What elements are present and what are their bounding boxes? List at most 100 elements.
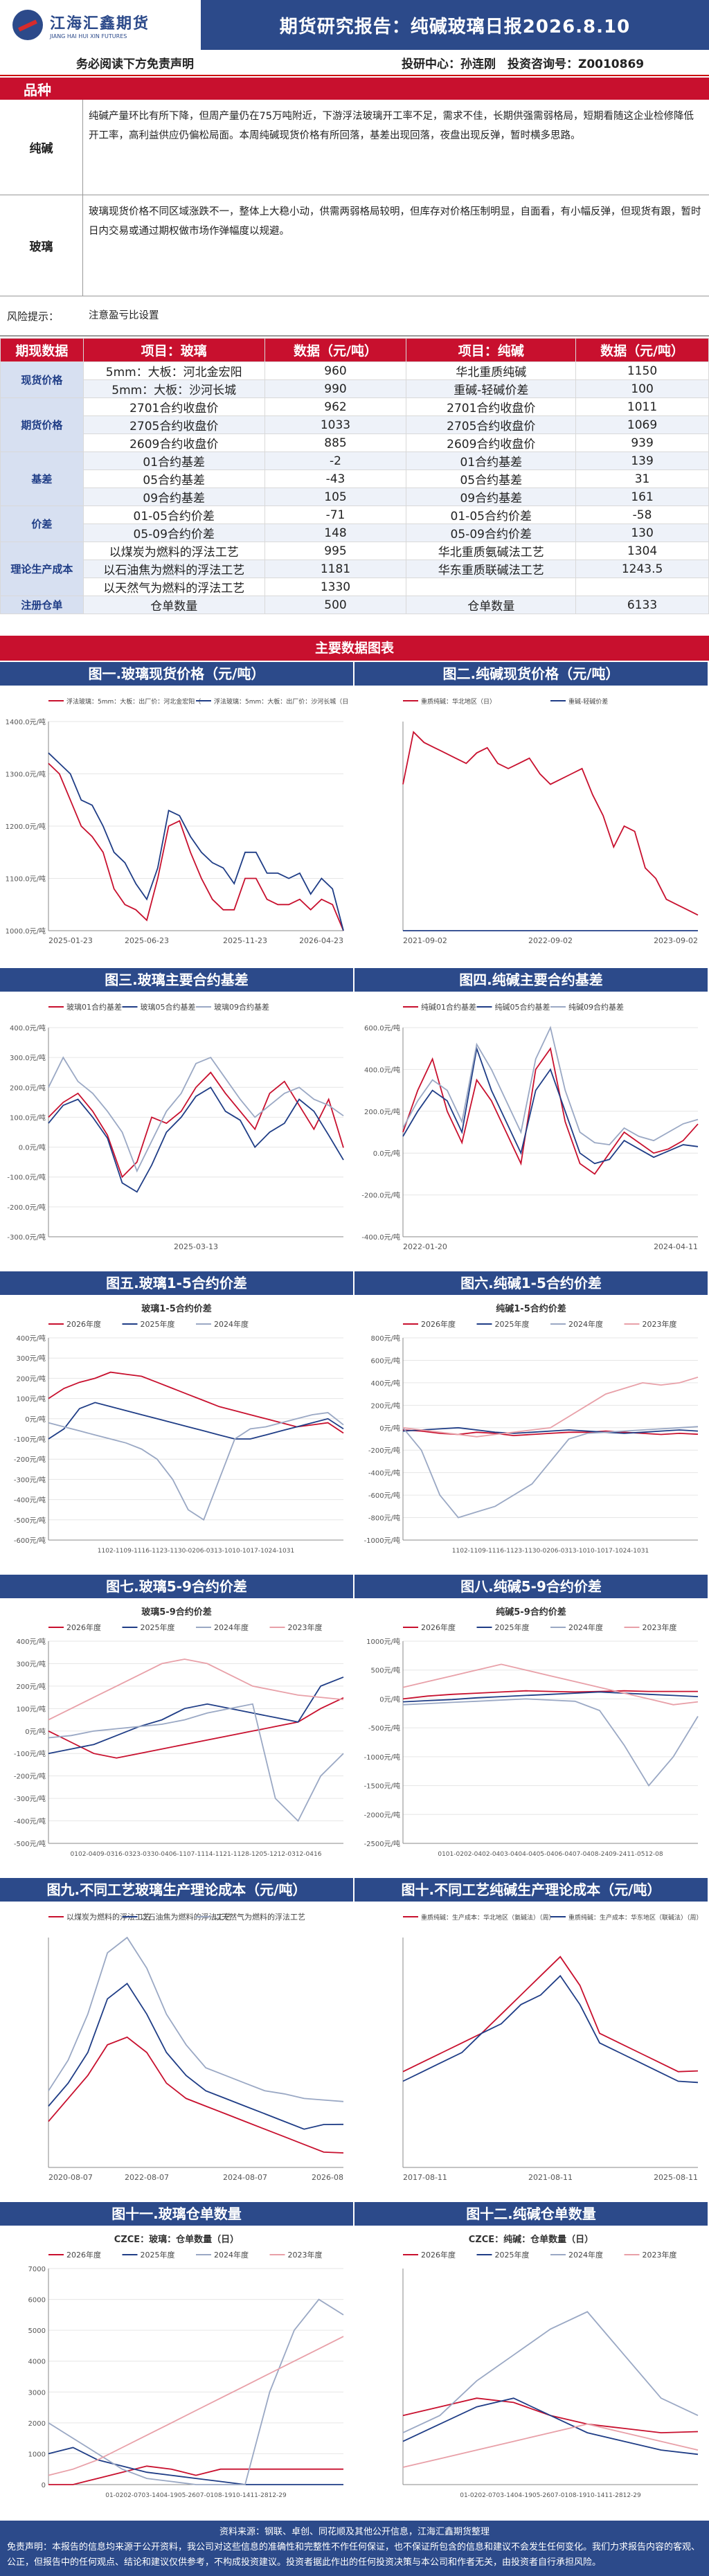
y-tick-label: -200.0元/吨 (7, 1203, 46, 1212)
table-category-cell: 注册仓单 (0, 596, 84, 614)
y-tick-label: 200.0元/吨 (10, 1083, 46, 1092)
series-line (402, 2311, 699, 2433)
table-value-cell: 1011 (575, 397, 709, 416)
y-tick-label: -300元/吨 (14, 1475, 46, 1484)
table-value-cell: 1069 (575, 415, 709, 434)
table-value-cell: 1181 (264, 560, 407, 578)
series-line (48, 1676, 344, 1755)
y-tick-label: 5000 (28, 2327, 46, 2335)
legend-label: 重质纯碱：生产成本：华北地区（氨碱法）（周） (421, 1913, 555, 1922)
chart-title: 图五.玻璃1-5合约价差 (0, 1271, 353, 1295)
y-tick-label: -600元/吨 (14, 1536, 46, 1545)
series-line (402, 1691, 699, 1703)
x-tick-label: 2021-09-02 (403, 936, 447, 945)
series-line (402, 731, 699, 916)
legend-label: 2024年度 (214, 2250, 249, 2260)
chart-svg: 玻璃1-5合约价差 2026年度 2025年度 2024年度 400元/吨 300元/吨 2… (14, 1303, 344, 1555)
series-line (402, 1426, 699, 1434)
table-row: 09合约基差 105 09合约基差 161 (1, 488, 709, 506)
series-line (402, 1026, 699, 1146)
table-header-cell: 数据（元/吨） (264, 338, 407, 362)
series-line (402, 1974, 699, 2084)
table-header-cell: 项目：纯碱 (406, 338, 577, 362)
table-value-cell: 990 (264, 379, 407, 398)
chart-2: 重质纯碱：华北地区（日） 重碱-轻碱价差 2021-09-02 2022-09-02 2… (354, 687, 708, 958)
table-value-cell: -58 (575, 506, 709, 524)
legend-label: 2024年度 (568, 2250, 603, 2260)
table-category-cell: 期货价格 (0, 397, 84, 452)
sub-header: 务必阅读下方免责声明 投研中心：孙连刚 投资咨询号：Z0010869 (0, 50, 709, 76)
x-tick-label: 01-0202-0703-1404-1905-2607-0108-1910-14… (460, 2492, 641, 2499)
series-line (402, 1690, 698, 1700)
table-header-row: 期现数据 项目：玻璃 数据（元/吨） 项目：纯碱 数据（元/吨） (0, 338, 709, 362)
x-tick-label: 2026-04-23 (299, 936, 343, 945)
legend-label: 2025年度 (141, 1319, 175, 1329)
table-item-cell: 华东重质联碱法工艺 (406, 560, 577, 578)
y-tick-label: 0.0元/吨 (373, 1149, 400, 1158)
legend-label: 浮法玻璃：5mm：大板：出厂价：河北金宏阳（ (66, 697, 201, 706)
series-line (48, 1983, 344, 2130)
table-row: 基差 01合约基差 -2 01合约基差 139 (0, 451, 709, 506)
series-line (48, 1936, 344, 2102)
table-row: 以天然气为燃料的浮法工艺 1330 (1, 578, 709, 596)
y-tick-label: 1200.0元/吨 (6, 822, 46, 831)
table-item-cell: 以石油焦为燃料的浮法工艺 (82, 560, 265, 578)
x-tick-label: 1102-1109-1116-1123-1130-0206-0313-1010-… (452, 1548, 649, 1555)
x-tick-label: 0102-0409-0316-0323-0330-0406-1107-1114-… (71, 1851, 322, 1858)
chart-svg: 浮法玻璃：5mm：大板：出厂价：河北金宏阳（ 浮法玻璃：5mm：大板：出厂价：沙河… (6, 697, 349, 945)
table-item-cell: 09合约基差 (406, 488, 577, 506)
chart-title: 图一.玻璃现货价格（元/吨） (0, 662, 353, 686)
risk-text: 注意盈亏比设置 (89, 310, 159, 321)
chart-svg: CZCE：玻璃：仓单数量（日） 2026年度 2025年度 2024年度 2023年度 7… (28, 2234, 344, 2499)
y-tick-label: -500元/吨 (368, 1724, 400, 1733)
series-line (48, 762, 344, 931)
y-tick-label: -200元/吨 (14, 1772, 46, 1781)
table-value-cell: 885 (264, 433, 407, 452)
report-footer: 资料来源：钢联、卓创、同花顺及其他公开信息，江海汇鑫期货整理 免责声明：本报告的… (0, 2521, 709, 2576)
chart-svg: 纯碱5-9合约价差 2026年度 2025年度 2024年度 2023年度 1000元/吨… (364, 1607, 699, 1858)
legend-label: 2026年度 (66, 1622, 101, 1632)
table-value-cell: 995 (264, 542, 407, 560)
chart-1: 浮法玻璃：5mm：大板：出厂价：河北金宏阳（ 浮法玻璃：5mm：大板：出厂价：沙河… (0, 687, 353, 958)
legend-label: 2024年度 (568, 1622, 603, 1632)
table-item-cell: 华北重质纯碱 (406, 361, 577, 380)
chart-inner-title: 纯碱1-5合约价差 (496, 1303, 566, 1314)
y-tick-label: -1000元/吨 (364, 1753, 400, 1762)
chart-7: 玻璃5-9合约价差 2026年度 2025年度 2024年度 2023年度 400元/吨 3… (0, 1600, 353, 1871)
y-tick-label: 1000元/吨 (366, 1637, 400, 1646)
y-tick-label: 0.0元/吨 (19, 1143, 46, 1152)
table-item-cell: 01合约基差 (406, 451, 577, 470)
logo-name: 江海汇鑫期货 (50, 15, 150, 33)
y-tick-label: -400元/吨 (14, 1496, 46, 1505)
chart-svg: 玻璃01合约基差 玻璃05合约基差 玻璃09合约基差 400.0元/吨 300.0元/吨… (7, 1002, 344, 1251)
table-value-cell (575, 578, 709, 596)
y-tick-label: -400.0元/吨 (361, 1233, 400, 1242)
chart-svg: 重质纯碱：生产成本：华北地区（氨碱法）（周） 重质纯碱：生产成本：华东地区（联碱法… (402, 1913, 703, 2182)
table-category-cell: 理论生产成本 (0, 542, 84, 596)
table-item-cell: 2705合约收盘价 (82, 415, 265, 434)
x-tick-label: 2022-09-02 (528, 936, 573, 945)
chart-inner-title: CZCE：玻璃：仓单数量（日） (114, 2234, 239, 2245)
chart-title: 图九.不同工艺玻璃生产理论成本（元/吨） (0, 1878, 353, 1902)
x-tick-label: 2024-08-07 (223, 2173, 267, 2182)
y-tick-label: 1300.0元/吨 (6, 770, 46, 779)
table-value-cell: -2 (264, 451, 407, 470)
y-tick-label: 4000 (28, 2359, 46, 2366)
y-tick-label: 400.0元/吨 (364, 1065, 400, 1074)
table-value-cell: -71 (264, 506, 407, 524)
y-tick-label: 400元/吨 (371, 1379, 400, 1388)
chart-title: 图六.纯碱1-5合约价差 (354, 1271, 708, 1295)
y-tick-label: -500元/吨 (14, 1839, 46, 1848)
table-row: 2705合约收盘价 1033 2705合约收盘价 1069 (1, 415, 709, 434)
series-line (402, 1426, 699, 1519)
y-tick-label: -200元/吨 (368, 1446, 400, 1455)
chart-title: 图十一.玻璃仓单数量 (0, 2202, 353, 2226)
chart-5: 玻璃1-5合约价差 2026年度 2025年度 2024年度 400元/吨 300元/吨 2… (0, 1296, 353, 1568)
table-item-cell: 以天然气为燃料的浮法工艺 (82, 578, 265, 596)
y-tick-label: -600元/吨 (368, 1491, 400, 1500)
legend-label: 2023年度 (643, 2250, 677, 2260)
y-tick-label: 0元/吨 (379, 1424, 400, 1433)
legend-label: 2024年度 (214, 1319, 249, 1329)
legend-label: 2024年度 (568, 1319, 603, 1329)
